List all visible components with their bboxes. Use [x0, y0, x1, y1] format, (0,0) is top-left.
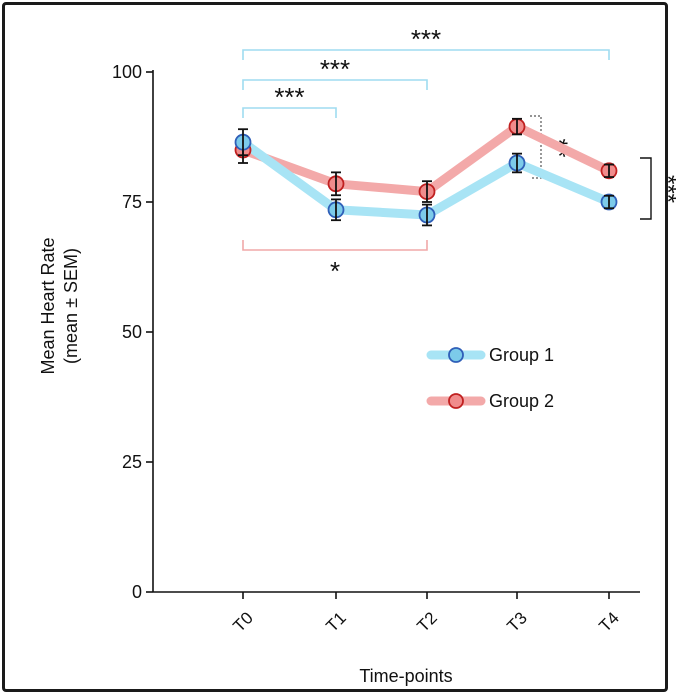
- y-tick-label: 75: [122, 192, 142, 212]
- y-tick-label: 50: [122, 322, 142, 342]
- y-tick-label: 100: [112, 62, 142, 82]
- significance-label: ***: [320, 54, 350, 84]
- y-axis-label: Mean Heart Rate: [38, 237, 58, 374]
- significance-brackets: ***************: [242, 24, 676, 286]
- significance-label: *: [330, 256, 340, 286]
- legend-item: Group 2: [426, 391, 554, 411]
- y-tick-label: 25: [122, 452, 142, 472]
- significance-bracket: [242, 79, 428, 90]
- x-tick-label: T2: [413, 608, 440, 635]
- significance-bracket: [242, 49, 610, 60]
- y-tick-label: 0: [132, 582, 142, 602]
- x-ticks: T0 T1 T2 T3 T4: [229, 592, 623, 636]
- significance-bracket: [242, 107, 337, 118]
- significance-bracket: [242, 240, 428, 251]
- legend: Group 1 Group 2: [426, 345, 554, 411]
- y-ticks: 0 25 50 75 100: [112, 62, 153, 602]
- significance-label: ***: [274, 82, 304, 112]
- legend-swatch-marker: [448, 347, 464, 363]
- legend-swatch-marker: [448, 393, 464, 409]
- significance-label: ***: [411, 24, 441, 54]
- y-axis-label-unit: (mean ± SEM): [61, 248, 81, 364]
- significance-bracket: [530, 115, 542, 179]
- x-tick-label: T1: [322, 608, 349, 635]
- series-layer: [234, 117, 618, 227]
- axes: 0 25 50 75 100 T0 T1 T2 T3 T4: [112, 62, 640, 636]
- x-axis-label: Time-points: [359, 666, 452, 686]
- x-tick-label: T3: [503, 608, 530, 635]
- legend-item: Group 1: [426, 345, 554, 365]
- legend-label: Group 1: [489, 345, 554, 365]
- figure-frame: [2, 2, 668, 692]
- legend-label: Group 2: [489, 391, 554, 411]
- significance-label: ***: [654, 175, 676, 203]
- significance-bracket: [640, 157, 652, 220]
- x-tick-label: T4: [595, 608, 622, 635]
- x-tick-label: T0: [229, 608, 256, 635]
